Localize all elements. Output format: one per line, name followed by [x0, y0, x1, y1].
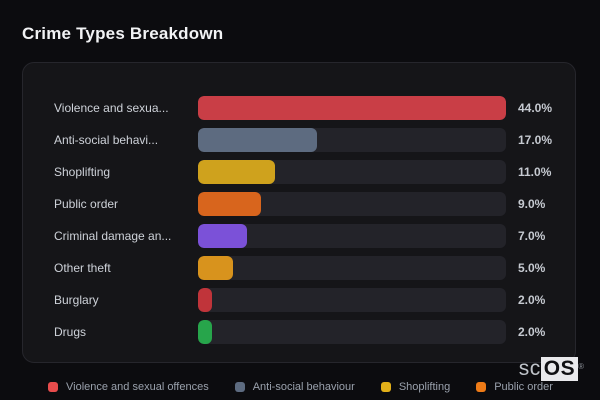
- bar-value: 2.0%: [518, 293, 546, 307]
- legend-label: Violence and sexual offences: [66, 381, 209, 393]
- table-row: Public order 9.0%: [23, 192, 575, 216]
- legend-item[interactable]: Violence and sexual offences: [48, 381, 209, 393]
- bar-track: [198, 256, 506, 280]
- table-row: Shoplifting 11.0%: [23, 160, 575, 184]
- bar-value: 17.0%: [518, 133, 553, 147]
- legend-swatch-icon: [234, 382, 245, 392]
- legend-item[interactable]: Shoplifting: [380, 381, 451, 393]
- logo-text-prefix: sc: [518, 357, 541, 380]
- bar-label: Burglary: [54, 293, 99, 307]
- bar-value: 11.0%: [518, 165, 552, 179]
- bar-track: [198, 128, 506, 152]
- chart-legend: Violence and sexual offences Anti-social …: [48, 381, 553, 393]
- bar-value: 2.0%: [518, 325, 546, 339]
- bar-track: [198, 288, 506, 312]
- bar-track: [198, 160, 506, 184]
- bar-label: Shoplifting: [54, 165, 111, 179]
- legend-label: Shoplifting: [398, 381, 451, 393]
- crime-breakdown-chart-panel: Violence and sexua... 44.0% Anti-social be…: [22, 62, 576, 363]
- legend-swatch-icon: [476, 382, 487, 392]
- bar[interactable]: [198, 96, 506, 120]
- bar-track: [198, 96, 506, 120]
- bar-rows: Violence and sexua... 44.0% Anti-social be…: [23, 96, 575, 344]
- bar-value: 9.0%: [518, 197, 546, 211]
- bar-track: [198, 224, 506, 248]
- bar-label: Violence and sexua...: [54, 101, 169, 115]
- bar-value: 44.0%: [518, 101, 553, 115]
- table-row: Violence and sexua... 44.0%: [23, 96, 575, 120]
- bar[interactable]: [198, 192, 261, 216]
- legend-label: Public order: [494, 381, 553, 393]
- table-row: Other theft 5.0%: [23, 256, 575, 280]
- bar-value: 5.0%: [518, 261, 546, 275]
- scos-logo: sc OS ®: [519, 357, 584, 381]
- legend-swatch-icon: [48, 382, 58, 392]
- table-row: Criminal damage an... 7.0%: [23, 224, 575, 248]
- legend-swatch-icon: [380, 382, 391, 392]
- bar-label: Criminal damage an...: [54, 229, 172, 243]
- bar-value: 7.0%: [518, 229, 546, 243]
- legend-item[interactable]: Anti-social behaviour: [234, 381, 355, 393]
- bar-label: Public order: [54, 197, 119, 211]
- table-row: Anti-social behavi... 17.0%: [23, 128, 575, 152]
- legend-item[interactable]: Public order: [476, 381, 553, 393]
- table-row: Burglary 2.0%: [23, 288, 575, 312]
- bar-label: Anti-social behavi...: [54, 133, 159, 147]
- bar[interactable]: [198, 224, 247, 248]
- bar[interactable]: [198, 128, 317, 152]
- bar-track: [198, 320, 506, 344]
- legend-label: Anti-social behaviour: [252, 381, 355, 393]
- bar[interactable]: [198, 320, 212, 344]
- registered-trademark-icon: ®: [578, 362, 584, 371]
- page-title: Crime Types Breakdown: [22, 24, 224, 43]
- table-row: Drugs 2.0%: [23, 320, 575, 344]
- bar-track: [198, 192, 506, 216]
- bar[interactable]: [198, 288, 212, 312]
- bar-label: Drugs: [54, 325, 87, 339]
- bar-label: Other theft: [54, 261, 111, 275]
- logo-text-suffix: OS: [540, 357, 579, 381]
- bar[interactable]: [198, 160, 275, 184]
- bar[interactable]: [198, 256, 233, 280]
